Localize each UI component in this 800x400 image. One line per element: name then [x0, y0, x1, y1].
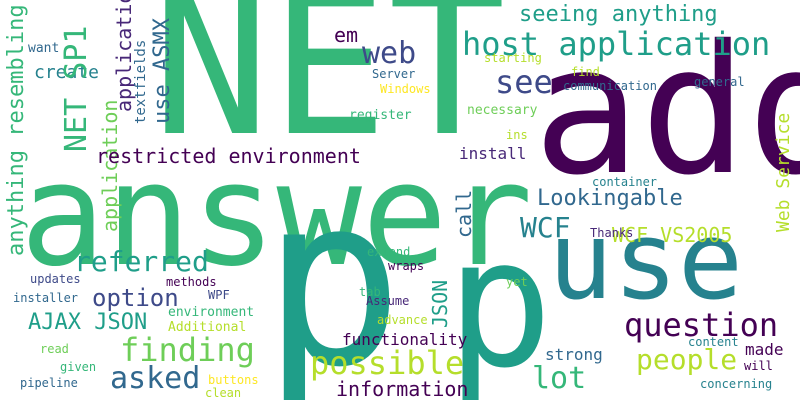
word-json: JSON — [428, 279, 452, 328]
word-people: people — [636, 343, 738, 376]
word-yet: yet — [506, 275, 528, 289]
word-web: web — [362, 36, 417, 71]
word-finding: finding — [120, 331, 255, 369]
word-advance: advance — [377, 313, 428, 327]
word-extend: extend — [367, 245, 411, 259]
word-anything-resembling: anything resembling — [4, 4, 29, 256]
word-server: Server — [372, 67, 416, 81]
word-ajax-json: AJAX JSON — [28, 310, 148, 335]
word-will: will — [744, 359, 773, 373]
word-content: content — [688, 335, 739, 349]
word-application-dark: application — [112, 0, 136, 112]
word-given: given — [60, 360, 97, 374]
word-lookingable: Lookingable — [537, 186, 683, 211]
word-strong: strong — [545, 345, 603, 364]
word-create: create — [34, 62, 100, 83]
word-install: install — [459, 144, 527, 163]
word-register: register — [349, 108, 412, 123]
word-answer: answer — [20, 133, 533, 298]
word-read: read — [40, 342, 69, 356]
word-restricted-environment: restricted environment — [96, 144, 361, 168]
word-net: NET — [152, 0, 507, 180]
word-em: em — [334, 23, 359, 47]
word-installer: installer — [13, 291, 79, 305]
word-referred: referred — [74, 245, 209, 278]
word-use: use — [548, 199, 744, 324]
word-windows: Windows — [380, 82, 431, 96]
word-functionality: functionality — [342, 330, 468, 349]
word-want: want — [28, 41, 60, 56]
word-net-sp1: NET SP1 — [59, 25, 94, 152]
word-starting: starting — [484, 51, 542, 65]
word-wraps: wraps — [388, 259, 425, 273]
word-option: option — [92, 284, 179, 312]
word-tab: tab — [359, 285, 381, 299]
word-methods: methods — [166, 275, 217, 289]
word-see: see — [495, 63, 553, 101]
word-communication: communication — [563, 79, 657, 93]
word-general: general — [694, 75, 745, 89]
word-thanks: Thanks — [590, 226, 634, 240]
word-wcf-vs2005: WCF VS2005 — [612, 223, 733, 247]
word-wcf: WCF — [520, 211, 571, 244]
word-additional: Additional — [168, 320, 247, 335]
word-possible: possible — [310, 344, 465, 382]
word-web-service: Web Service — [773, 112, 794, 232]
word-buttons: buttons — [208, 373, 259, 387]
word-call: call — [452, 189, 476, 238]
word-add: add — [533, 7, 800, 214]
word-lot: lot — [532, 361, 587, 396]
word-made: made — [745, 340, 784, 359]
word-p-large: p — [262, 146, 404, 400]
word-wpf: WPF — [208, 288, 230, 302]
word-p-medium: p — [446, 200, 554, 400]
word-clean: clean — [205, 386, 242, 400]
word-pipeline: pipeline — [20, 376, 78, 390]
word-seeing-anything: seeing anything — [519, 2, 718, 27]
word-ins: ins — [506, 128, 528, 142]
word-assume: Assume — [366, 294, 410, 308]
word-information: information — [336, 377, 469, 400]
word-textfields: textfields — [133, 39, 149, 124]
word-container: container — [592, 175, 658, 189]
word-question: question — [624, 306, 779, 344]
word-concerning: concerning — [700, 377, 773, 391]
word-necessary: necessary — [467, 103, 538, 118]
word-asked: asked — [110, 361, 201, 396]
word-find: find — [571, 65, 600, 79]
word-updates: updates — [30, 272, 81, 286]
word-environment: environment — [168, 305, 255, 320]
word-host-application: host application — [462, 25, 771, 63]
word-use-asmx: use ASMX — [150, 18, 175, 124]
